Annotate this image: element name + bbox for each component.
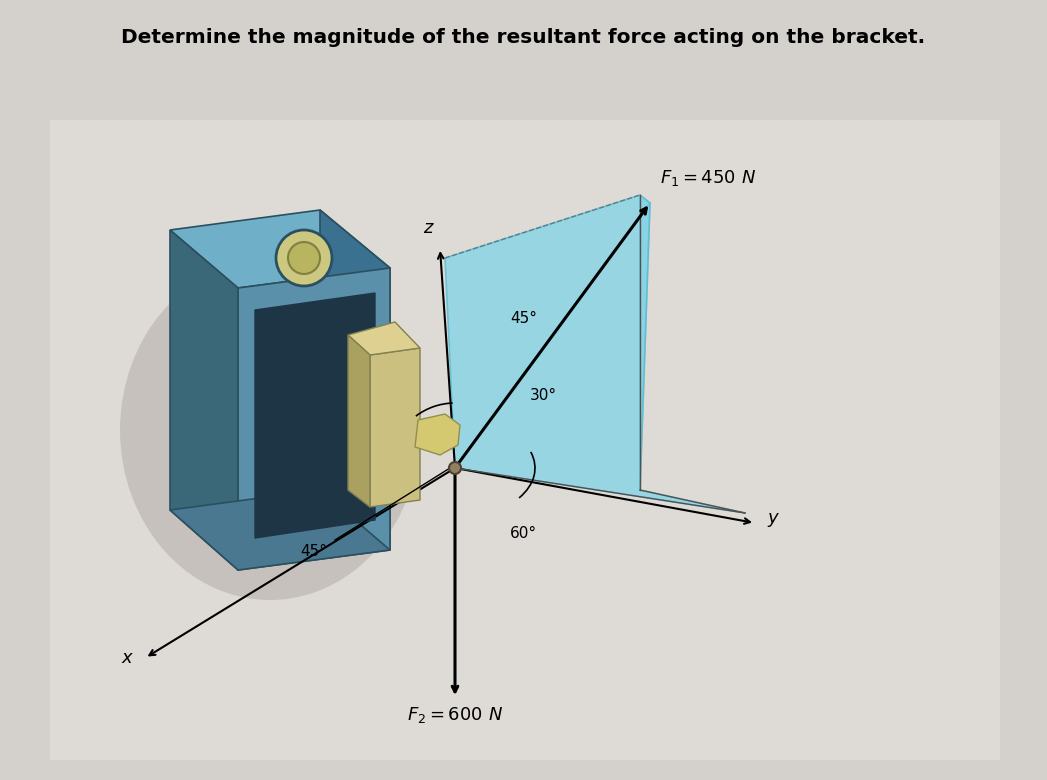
Circle shape: [449, 462, 461, 474]
Text: 30°: 30°: [530, 388, 557, 403]
Circle shape: [288, 242, 320, 274]
Text: x: x: [121, 649, 132, 667]
Ellipse shape: [120, 260, 420, 600]
Text: y: y: [767, 509, 778, 527]
Text: z: z: [423, 219, 432, 237]
Polygon shape: [445, 195, 650, 468]
Text: 45°: 45°: [300, 544, 327, 559]
Polygon shape: [455, 203, 745, 513]
Polygon shape: [170, 230, 238, 570]
Polygon shape: [170, 490, 389, 570]
Polygon shape: [348, 322, 420, 355]
Polygon shape: [640, 195, 650, 490]
Polygon shape: [320, 210, 389, 550]
Polygon shape: [238, 268, 389, 570]
Polygon shape: [415, 414, 460, 455]
Text: 45°: 45°: [510, 311, 537, 326]
Text: $F_2 = 600$ N: $F_2 = 600$ N: [407, 705, 503, 725]
Polygon shape: [50, 120, 1000, 760]
Polygon shape: [255, 293, 375, 538]
Circle shape: [276, 230, 332, 286]
Polygon shape: [170, 210, 389, 288]
Text: Determine the magnitude of the resultant force acting on the bracket.: Determine the magnitude of the resultant…: [121, 28, 926, 47]
Text: $F_1 = 450$ N: $F_1 = 450$ N: [660, 168, 756, 188]
Polygon shape: [370, 348, 420, 507]
Text: 60°: 60°: [510, 526, 537, 541]
Polygon shape: [348, 335, 370, 507]
